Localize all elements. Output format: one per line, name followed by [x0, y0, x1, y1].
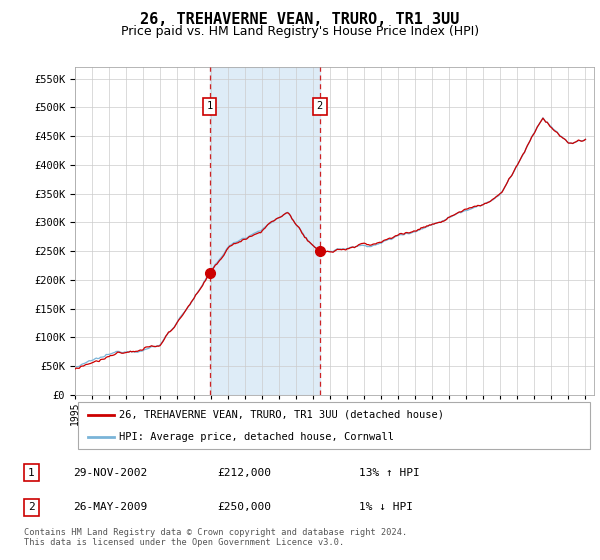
- Text: 26, TREHAVERNE VEAN, TRURO, TR1 3UU (detached house): 26, TREHAVERNE VEAN, TRURO, TR1 3UU (det…: [119, 409, 444, 419]
- Text: 1% ↓ HPI: 1% ↓ HPI: [359, 502, 413, 512]
- Text: Contains HM Land Registry data © Crown copyright and database right 2024.
This d: Contains HM Land Registry data © Crown c…: [24, 528, 407, 547]
- Text: £250,000: £250,000: [218, 502, 272, 512]
- Text: 26-MAY-2009: 26-MAY-2009: [74, 502, 148, 512]
- Text: 1: 1: [206, 101, 213, 111]
- Text: £212,000: £212,000: [218, 468, 272, 478]
- Text: HPI: Average price, detached house, Cornwall: HPI: Average price, detached house, Corn…: [119, 432, 394, 442]
- Text: 29-NOV-2002: 29-NOV-2002: [74, 468, 148, 478]
- Text: 2: 2: [28, 502, 35, 512]
- Text: 1: 1: [28, 468, 35, 478]
- Bar: [209, 67, 320, 395]
- Text: Price paid vs. HM Land Registry's House Price Index (HPI): Price paid vs. HM Land Registry's House …: [121, 25, 479, 38]
- Text: 26, TREHAVERNE VEAN, TRURO, TR1 3UU: 26, TREHAVERNE VEAN, TRURO, TR1 3UU: [140, 12, 460, 27]
- Text: 13% ↑ HPI: 13% ↑ HPI: [359, 468, 419, 478]
- Text: 2: 2: [317, 101, 323, 111]
- FancyBboxPatch shape: [77, 403, 590, 449]
